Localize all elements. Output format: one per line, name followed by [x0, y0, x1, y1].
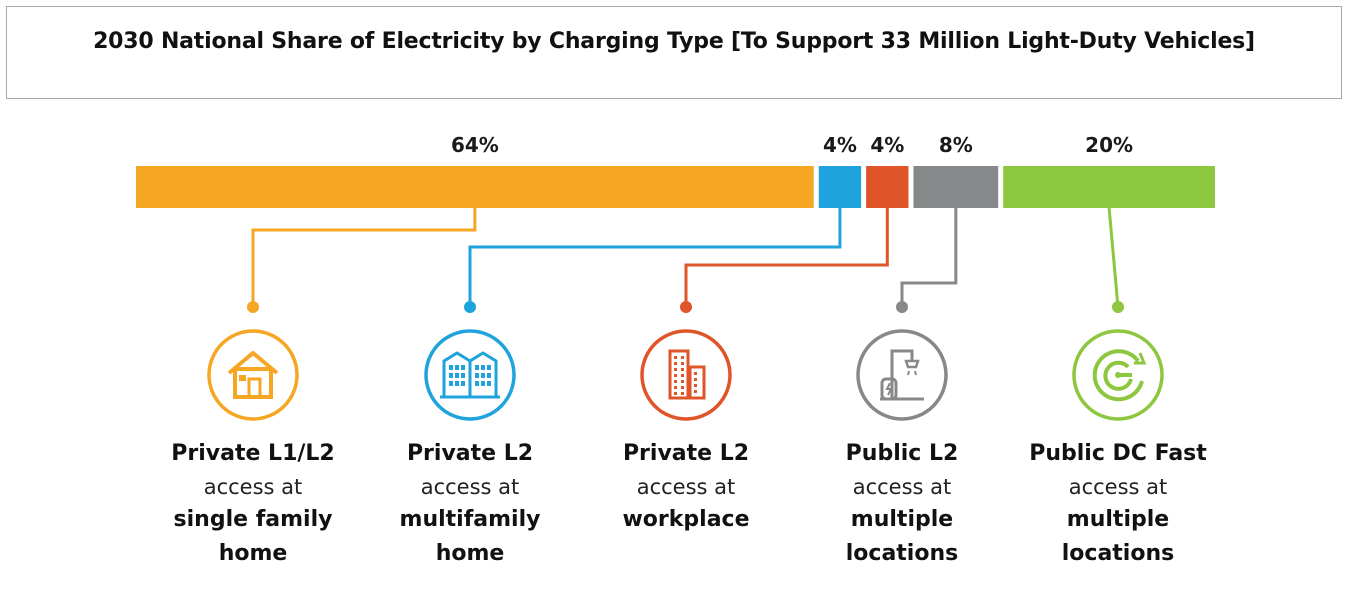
leader-dot [896, 301, 908, 313]
percent-label: 4% [823, 133, 857, 157]
category-location: workplace [622, 507, 750, 532]
category-access-text: access at [636, 475, 736, 499]
percent-label: 8% [939, 133, 973, 157]
category-label-group: Private L2 access at multifamily home [360, 437, 580, 571]
office-building-icon [640, 329, 732, 421]
leader-line [468, 208, 842, 307]
category-name: Private L2 [406, 441, 534, 466]
bar-segment [1003, 166, 1215, 208]
leader-dot [1112, 301, 1124, 313]
category-label-group: Public L2 access at multiple locations [792, 437, 1012, 571]
bar-segment [866, 166, 909, 208]
category-name: Public L2 [845, 441, 959, 466]
percent-label: 4% [870, 133, 904, 157]
category-location: multiple locations [1061, 507, 1175, 566]
leader-line [684, 208, 889, 307]
bar-segment [136, 166, 814, 208]
percent-label: 64% [451, 133, 499, 157]
category-location: single family home [173, 507, 333, 566]
category-name: Private L2 [622, 441, 750, 466]
category-name: Public DC Fast [1029, 441, 1207, 466]
chart-title: 2030 National Share of Electricity by Ch… [93, 29, 1255, 54]
category-location: multiple locations [845, 507, 959, 566]
category-access-text: access at [203, 475, 303, 499]
category-label-group: Public DC Fast access at multiple location… [1008, 437, 1228, 571]
leader-dot [680, 301, 692, 313]
fast-charge-gauge-icon [1072, 329, 1164, 421]
category-access-text: access at [1068, 475, 1168, 499]
percent-label: 20% [1085, 133, 1133, 157]
category-access-text: access at [852, 475, 952, 499]
leader-line [1107, 207, 1120, 308]
category-access-text: access at [420, 475, 520, 499]
leader-line [251, 208, 477, 307]
leader-dot [464, 301, 476, 313]
bar-segment [913, 166, 999, 208]
leader-dot [247, 301, 259, 313]
category-name: Private L1/L2 [171, 441, 335, 466]
leader-line [900, 208, 958, 307]
category-label-group: Private L1/L2 access at single family home [143, 437, 363, 571]
category-label-group: Private L2 access at workplace [576, 437, 796, 537]
category-location: multifamily home [399, 507, 541, 566]
ev-charger-icon [856, 329, 948, 421]
title-box: 2030 National Share of Electricity by Ch… [6, 6, 1342, 99]
apartment-building-icon [424, 329, 516, 421]
bar-segment [818, 166, 862, 208]
house-icon [207, 329, 299, 421]
